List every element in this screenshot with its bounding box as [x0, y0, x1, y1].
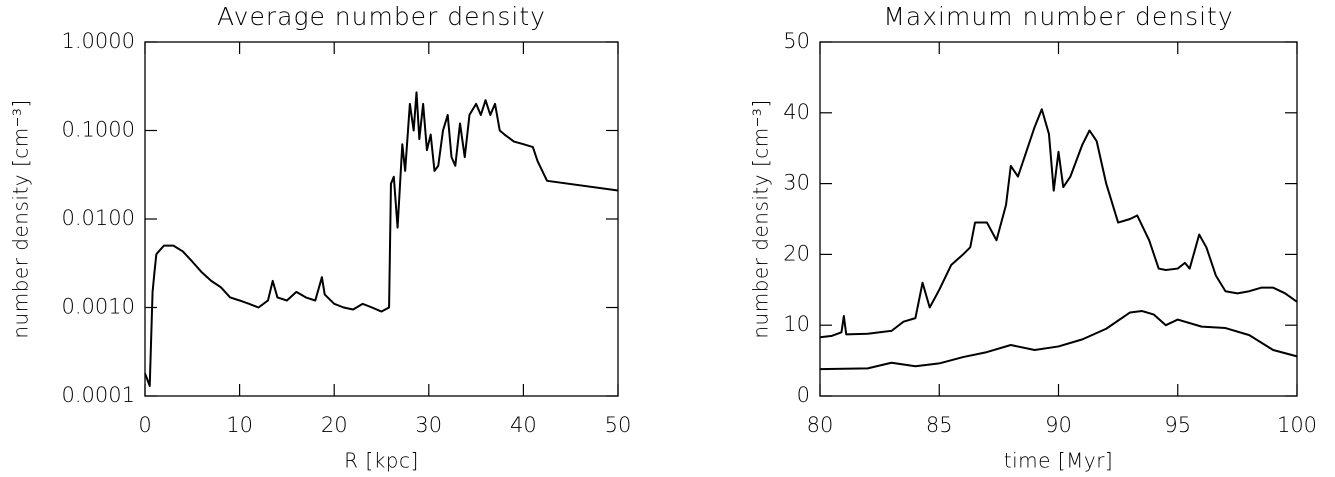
y-tick-label: 0.0001	[62, 383, 135, 407]
x-tick-label: 90	[1045, 413, 1072, 437]
x-tick-label: 40	[510, 413, 537, 437]
chart-title: Maximum number density	[883, 2, 1233, 31]
data-line	[819, 108, 1298, 339]
x-tick-label: 50	[605, 413, 632, 437]
y-tick-label: 0.0010	[62, 295, 135, 319]
x-tick-label: 0	[138, 413, 151, 437]
data-line	[819, 310, 1298, 371]
data-line	[144, 91, 619, 387]
y-tick-label: 30	[783, 171, 810, 195]
x-axis-label: time [Myr]	[1004, 449, 1113, 473]
y-tick-label: 10	[783, 312, 810, 336]
y-axis-label: number density [cm⁻³]	[9, 99, 33, 338]
y-tick-label: 0	[797, 383, 810, 407]
y-tick-label: 50	[783, 29, 810, 53]
x-tick-label: 80	[807, 413, 834, 437]
x-tick-label: 30	[415, 413, 442, 437]
x-tick-label: 100	[1277, 413, 1317, 437]
y-tick-label: 0.0100	[62, 206, 135, 230]
plot-frame	[819, 41, 1298, 397]
x-tick-label: 20	[321, 413, 348, 437]
y-tick-label: 40	[783, 100, 810, 124]
plot-frame	[144, 41, 619, 397]
y-tick-label: 1.0000	[62, 29, 135, 53]
x-tick-label: 95	[1164, 413, 1191, 437]
x-tick-label: 85	[926, 413, 953, 437]
y-tick-label: 20	[783, 241, 810, 265]
x-axis-label: R [kpc]	[344, 449, 419, 473]
y-axis-label: number density [cm⁻³]	[749, 99, 773, 338]
chart-title: Average number density	[217, 2, 546, 31]
y-tick-label: 0.1000	[62, 118, 135, 142]
x-tick-label: 10	[226, 413, 253, 437]
